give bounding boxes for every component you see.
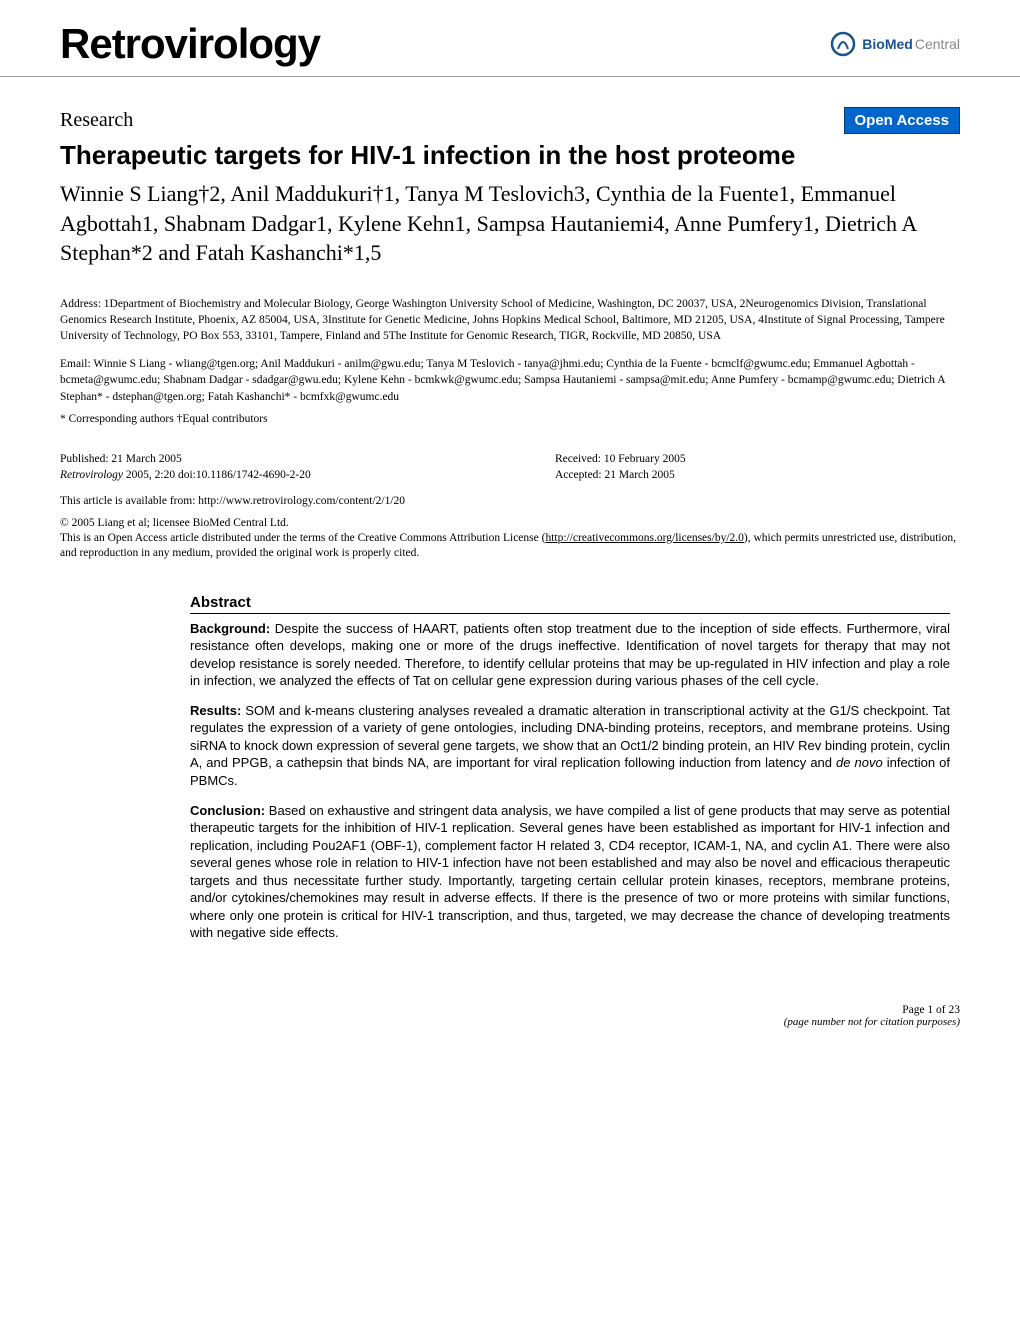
article-link: This article is available from: http://w…: [60, 495, 960, 507]
biomed-bold: BioMed: [862, 36, 913, 52]
published-date: Published: 21 March 2005: [60, 453, 555, 465]
biomed-logo: BioMed Central: [830, 31, 960, 57]
page-note: (page number not for citation purposes): [0, 1016, 960, 1028]
article-link-prefix: This article is available from:: [60, 495, 198, 507]
research-row: Research Open Access: [60, 107, 960, 134]
license-pre: This is an Open Access article distribut…: [60, 532, 545, 544]
abstract-block: Abstract Background: Despite the success…: [190, 594, 950, 942]
citation: Retrovirology 2005, 2:20 doi:10.1186/174…: [60, 469, 555, 481]
abstract-heading: Abstract: [190, 594, 950, 614]
article-link-url[interactable]: http://www.retrovirology.com/content/2/1…: [198, 495, 405, 507]
research-label: Research: [60, 109, 133, 132]
biomed-icon: [830, 31, 856, 57]
content: Research Open Access Therapeutic targets…: [0, 77, 1020, 994]
conclusion-label: Conclusion:: [190, 803, 269, 818]
copyright: © 2005 Liang et al; licensee BioMed Cent…: [60, 517, 960, 529]
citation-rest: 2005, 2:20 doi:10.1186/1742-4690-2-20: [123, 469, 311, 481]
accepted-date: Accepted: 21 March 2005: [555, 469, 675, 491]
conclusion-text: Based on exhaustive and stringent data a…: [190, 803, 950, 941]
background-label: Background:: [190, 621, 275, 636]
biomed-light: Central: [915, 36, 960, 52]
abstract-conclusion: Conclusion: Based on exhaustive and stri…: [190, 802, 950, 942]
affiliations: Address: 1Department of Biochemistry and…: [60, 296, 960, 344]
emails: Email: Winnie S Liang - wliang@tgen.org;…: [60, 356, 960, 404]
footer: Page 1 of 23 (page number not for citati…: [0, 994, 1020, 1048]
results-italic: de novo: [836, 755, 883, 770]
publication-dates-row: Published: 21 March 2005 Received: 10 Fe…: [60, 453, 960, 465]
page-number: Page 1 of 23: [0, 1004, 960, 1016]
article-title: Therapeutic targets for HIV-1 infection …: [60, 140, 960, 171]
header-bar: Retrovirology BioMed Central: [0, 0, 1020, 77]
abstract-results: Results: SOM and k-means clustering anal…: [190, 702, 950, 790]
citation-journal: Retrovirology: [60, 469, 123, 481]
open-access-badge: Open Access: [844, 107, 961, 134]
results-label: Results:: [190, 703, 245, 718]
abstract-background: Background: Despite the success of HAART…: [190, 620, 950, 690]
license-url[interactable]: http://creativecommons.org/licenses/by/2…: [545, 532, 743, 544]
journal-name: Retrovirology: [60, 20, 320, 68]
license: This is an Open Access article distribut…: [60, 531, 960, 562]
received-date: Received: 10 February 2005: [555, 453, 686, 465]
background-text: Despite the success of HAART, patients o…: [190, 621, 950, 689]
authors: Winnie S Liang†2, Anil Maddukuri†1, Tany…: [60, 179, 960, 268]
citation-accepted-row: Retrovirology 2005, 2:20 doi:10.1186/174…: [60, 469, 960, 491]
corresponding-note: * Corresponding authors †Equal contribut…: [60, 413, 960, 425]
